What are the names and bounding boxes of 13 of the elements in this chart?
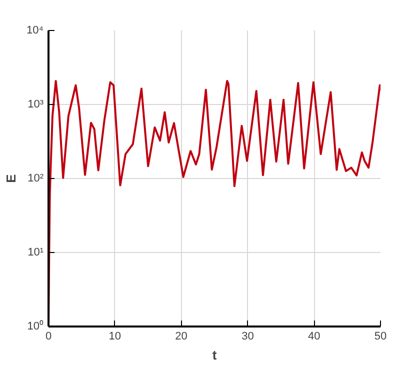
x-tick-label: 40 [308,330,320,342]
x-tick-label: 30 [242,330,254,342]
y-tick-label: 10¹ [28,246,44,258]
x-axis-title: t [212,348,218,362]
y-axis-title: E [4,174,19,183]
x-tick-label: 50 [374,330,387,342]
x-tick-label: 0 [45,330,52,342]
y-tick-label: 10⁰ [27,320,44,332]
y-tick-label: 10² [28,172,44,184]
x-tick-label: 10 [108,330,122,342]
y-tick-label: 10⁴ [26,24,44,36]
x-tick-label: 20 [175,330,188,342]
y-tick-label: 10³ [28,98,44,110]
